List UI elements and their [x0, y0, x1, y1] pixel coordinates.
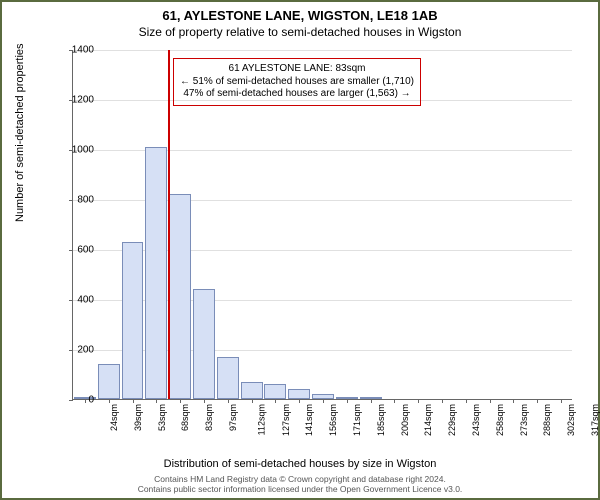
annotation-box: 61 AYLESTONE LANE: 83sqm← 51% of semi-de… — [173, 58, 421, 106]
xtick-mark — [133, 399, 134, 403]
ytick-label: 1400 — [64, 45, 94, 56]
histogram-bar — [98, 364, 120, 399]
ytick-label: 400 — [64, 295, 94, 306]
histogram-bar — [288, 389, 310, 399]
ytick-label: 0 — [64, 395, 94, 406]
xtick-label: 112sqm — [256, 404, 266, 435]
xtick-mark — [371, 399, 372, 403]
histogram-bar — [241, 382, 263, 400]
xtick-mark — [252, 399, 253, 403]
xtick-mark — [180, 399, 181, 403]
xtick-mark — [537, 399, 538, 403]
annotation-line-2: ← 51% of semi-detached houses are smalle… — [180, 76, 414, 89]
footer-line-1: Contains HM Land Registry data © Crown c… — [2, 474, 598, 484]
xtick-mark — [109, 399, 110, 403]
chart-container: 61, AYLESTONE LANE, WIGSTON, LE18 1AB Si… — [0, 0, 600, 500]
xtick-label: 127sqm — [281, 404, 291, 436]
xtick-label: 200sqm — [400, 404, 410, 436]
ytick-label: 800 — [64, 195, 94, 206]
xtick-label: 302sqm — [566, 404, 576, 436]
xtick-mark — [418, 399, 419, 403]
ytick-label: 200 — [64, 345, 94, 356]
xtick-mark — [323, 399, 324, 403]
footer-line-2: Contains public sector information licen… — [2, 484, 598, 494]
xtick-label: 317sqm — [590, 404, 600, 436]
xtick-label: 68sqm — [180, 404, 190, 431]
xtick-mark — [490, 399, 491, 403]
chart-title-main: 61, AYLESTONE LANE, WIGSTON, LE18 1AB — [2, 8, 598, 23]
xtick-label: 24sqm — [109, 404, 119, 431]
xtick-label: 53sqm — [157, 404, 167, 431]
histogram-bar — [264, 384, 286, 399]
histogram-bar — [122, 242, 144, 400]
plot-area: 24sqm39sqm53sqm68sqm83sqm97sqm112sqm127s… — [72, 50, 572, 400]
ytick-label: 1000 — [64, 145, 94, 156]
xtick-label: 273sqm — [519, 404, 529, 436]
annotation-line-1: 61 AYLESTONE LANE: 83sqm — [180, 63, 414, 76]
xtick-label: 171sqm — [352, 404, 362, 436]
xtick-mark — [394, 399, 395, 403]
x-axis-label: Distribution of semi-detached houses by … — [2, 458, 598, 470]
xtick-label: 229sqm — [447, 404, 457, 436]
xtick-mark — [442, 399, 443, 403]
xtick-mark — [561, 399, 562, 403]
annotation-line-3: 47% of semi-detached houses are larger (… — [180, 88, 414, 101]
property-marker-line — [168, 50, 170, 399]
xtick-mark — [156, 399, 157, 403]
xtick-label: 258sqm — [495, 404, 505, 436]
footer-attribution: Contains HM Land Registry data © Crown c… — [2, 474, 598, 494]
xtick-mark — [466, 399, 467, 403]
gridline — [73, 50, 572, 51]
histogram-bar — [169, 194, 191, 399]
xtick-label: 243sqm — [471, 404, 481, 436]
xtick-label: 83sqm — [204, 404, 214, 431]
ytick-label: 1200 — [64, 95, 94, 106]
xtick-label: 97sqm — [228, 404, 238, 431]
xtick-mark — [228, 399, 229, 403]
xtick-mark — [347, 399, 348, 403]
histogram-bar — [193, 289, 215, 399]
xtick-mark — [299, 399, 300, 403]
ytick-label: 600 — [64, 245, 94, 256]
xtick-label: 185sqm — [376, 404, 386, 436]
histogram-bar — [145, 147, 167, 400]
y-axis-label: Number of semi-detached properties — [14, 43, 26, 222]
xtick-label: 156sqm — [328, 404, 338, 436]
xtick-label: 39sqm — [133, 404, 143, 431]
histogram-bar — [217, 357, 239, 400]
xtick-label: 214sqm — [423, 404, 433, 436]
xtick-label: 288sqm — [543, 404, 553, 436]
xtick-mark — [513, 399, 514, 403]
chart-title-sub: Size of property relative to semi-detach… — [2, 25, 598, 39]
xtick-mark — [275, 399, 276, 403]
xtick-mark — [204, 399, 205, 403]
xtick-label: 141sqm — [304, 404, 314, 436]
